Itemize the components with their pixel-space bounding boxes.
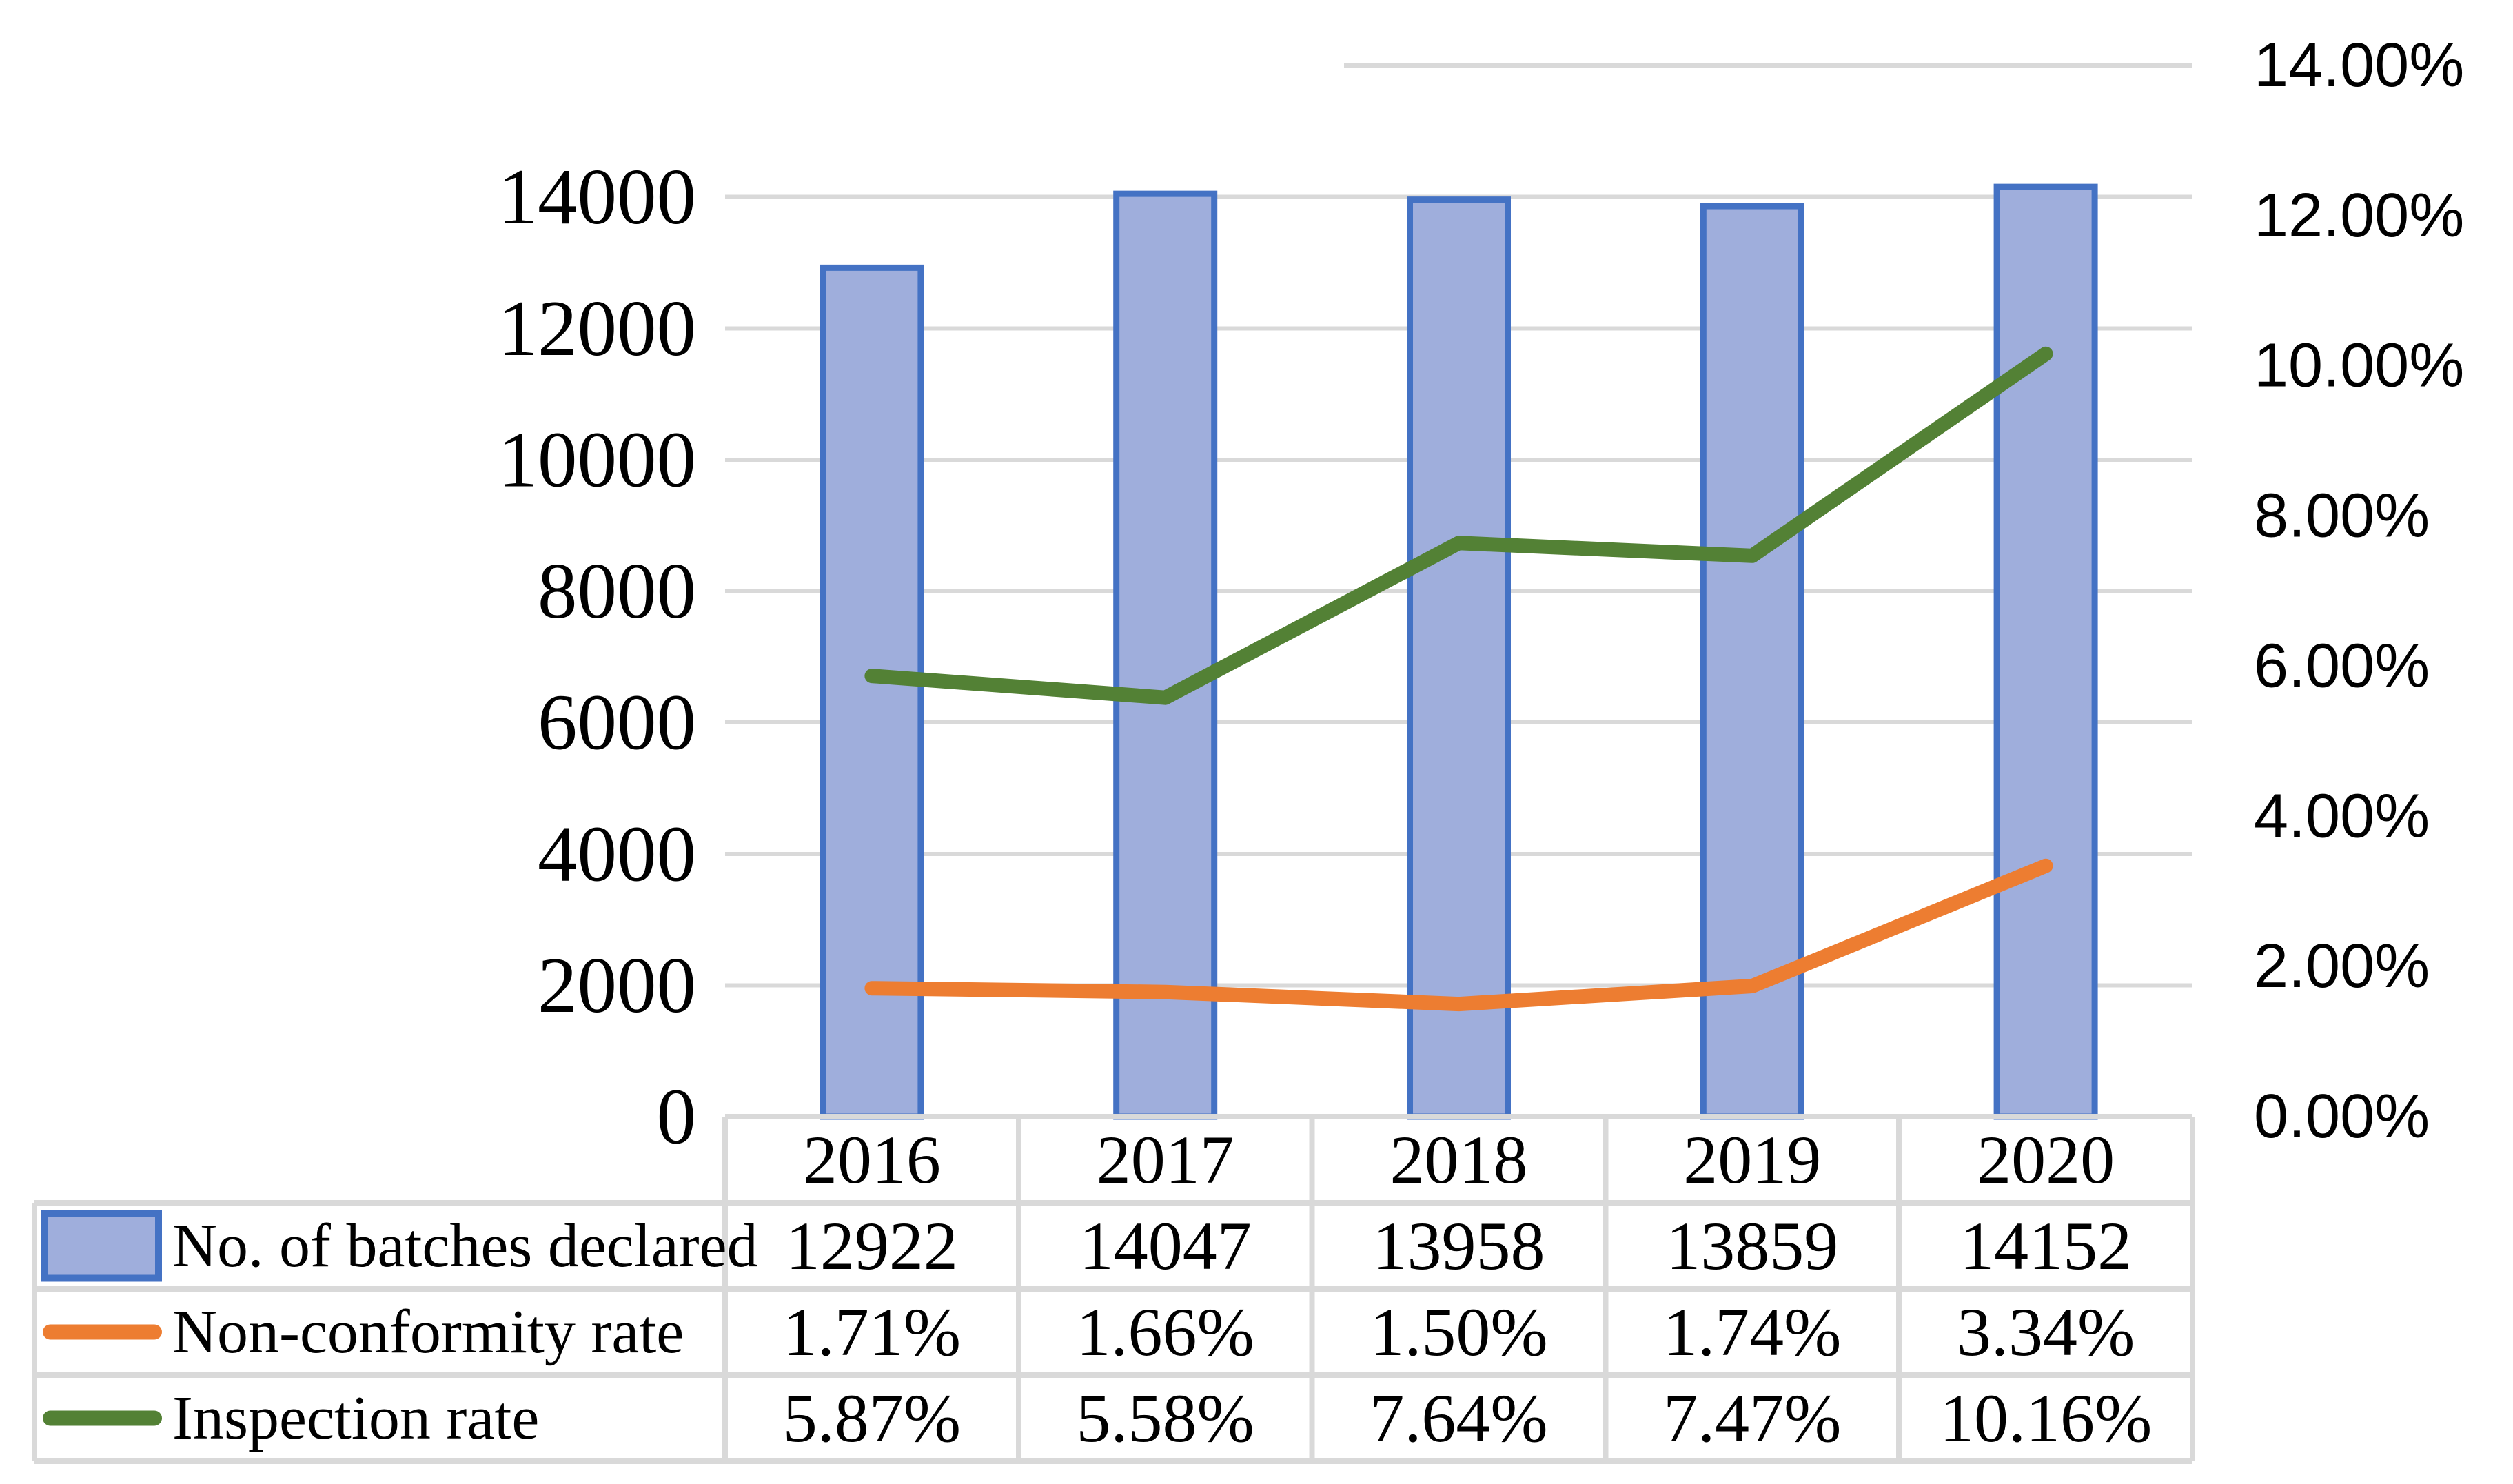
bar-2018	[1407, 196, 1511, 1120]
table-value-cell: 13958	[1373, 1208, 1545, 1284]
legend-label: Inspection rate	[172, 1384, 539, 1452]
table-value-cell: 1.50%	[1370, 1294, 1547, 1370]
right-axis-tick-label: 2.00%	[2254, 932, 2430, 1001]
left-axis-tick-label: 6000	[538, 679, 696, 766]
bar-legend-swatch-icon	[41, 1210, 162, 1282]
left-axis-tick-label: 0	[657, 1073, 697, 1161]
legend-label: Non-conformity rate	[172, 1298, 684, 1366]
right-axis-tick-label: 14.00%	[2254, 31, 2464, 100]
table-value-cell: 12922	[786, 1208, 958, 1284]
year-header-cell: 2016	[803, 1121, 941, 1198]
non-conformity-rate-line	[864, 858, 2053, 1012]
line-orange-legend-swatch-icon	[43, 1324, 162, 1340]
inspection-rate-line	[864, 346, 2053, 705]
table-value-cell: 1.66%	[1077, 1294, 1254, 1370]
right-axis-tick-label: 0.00%	[2254, 1082, 2430, 1151]
table-value-cell: 1.74%	[1663, 1294, 1841, 1370]
table-value-cell: 3.34%	[1957, 1294, 2135, 1370]
left-axis-tick-label: 14000	[498, 153, 697, 241]
table-value-cell: 7.47%	[1663, 1380, 1841, 1456]
right-axis-tick-label: 10.00%	[2254, 332, 2464, 400]
legend-label: No. of batches declared	[172, 1212, 758, 1280]
right-axis-tick-label: 6.00%	[2254, 631, 2430, 700]
table-value-cell: 1.71%	[783, 1294, 961, 1370]
bar-2017	[1113, 190, 1218, 1120]
table-value-cell: 7.64%	[1370, 1380, 1547, 1456]
left-axis-tick-label: 2000	[538, 942, 696, 1029]
table-value-cell: 10.16%	[1940, 1380, 2152, 1456]
table-value-cell: 14047	[1079, 1208, 1252, 1284]
year-header-cell: 2018	[1390, 1121, 1528, 1198]
line-green-legend-swatch-icon	[43, 1410, 162, 1426]
left-axis-tick-label: 10000	[498, 416, 697, 503]
year-header-cell: 2019	[1683, 1121, 1821, 1198]
table-value-cell: 5.87%	[783, 1380, 961, 1456]
year-header-cell: 2017	[1097, 1121, 1234, 1198]
bar-2020	[1993, 183, 2098, 1120]
right-axis-tick-label: 8.00%	[2254, 482, 2430, 551]
right-axis-tick-label: 4.00%	[2254, 782, 2430, 851]
table-value-cell: 14152	[1960, 1208, 2132, 1284]
table-value-cell: 13859	[1666, 1208, 1838, 1284]
left-axis-tick-label: 4000	[538, 810, 696, 897]
left-axis-tick-label: 12000	[498, 285, 697, 372]
table-value-cell: 5.58%	[1077, 1380, 1254, 1456]
right-axis-tick-label: 12.00%	[2254, 181, 2464, 250]
left-axis-tick-label: 8000	[538, 547, 696, 635]
bar-2016	[820, 264, 924, 1120]
year-header-cell: 2020	[1977, 1121, 2115, 1198]
